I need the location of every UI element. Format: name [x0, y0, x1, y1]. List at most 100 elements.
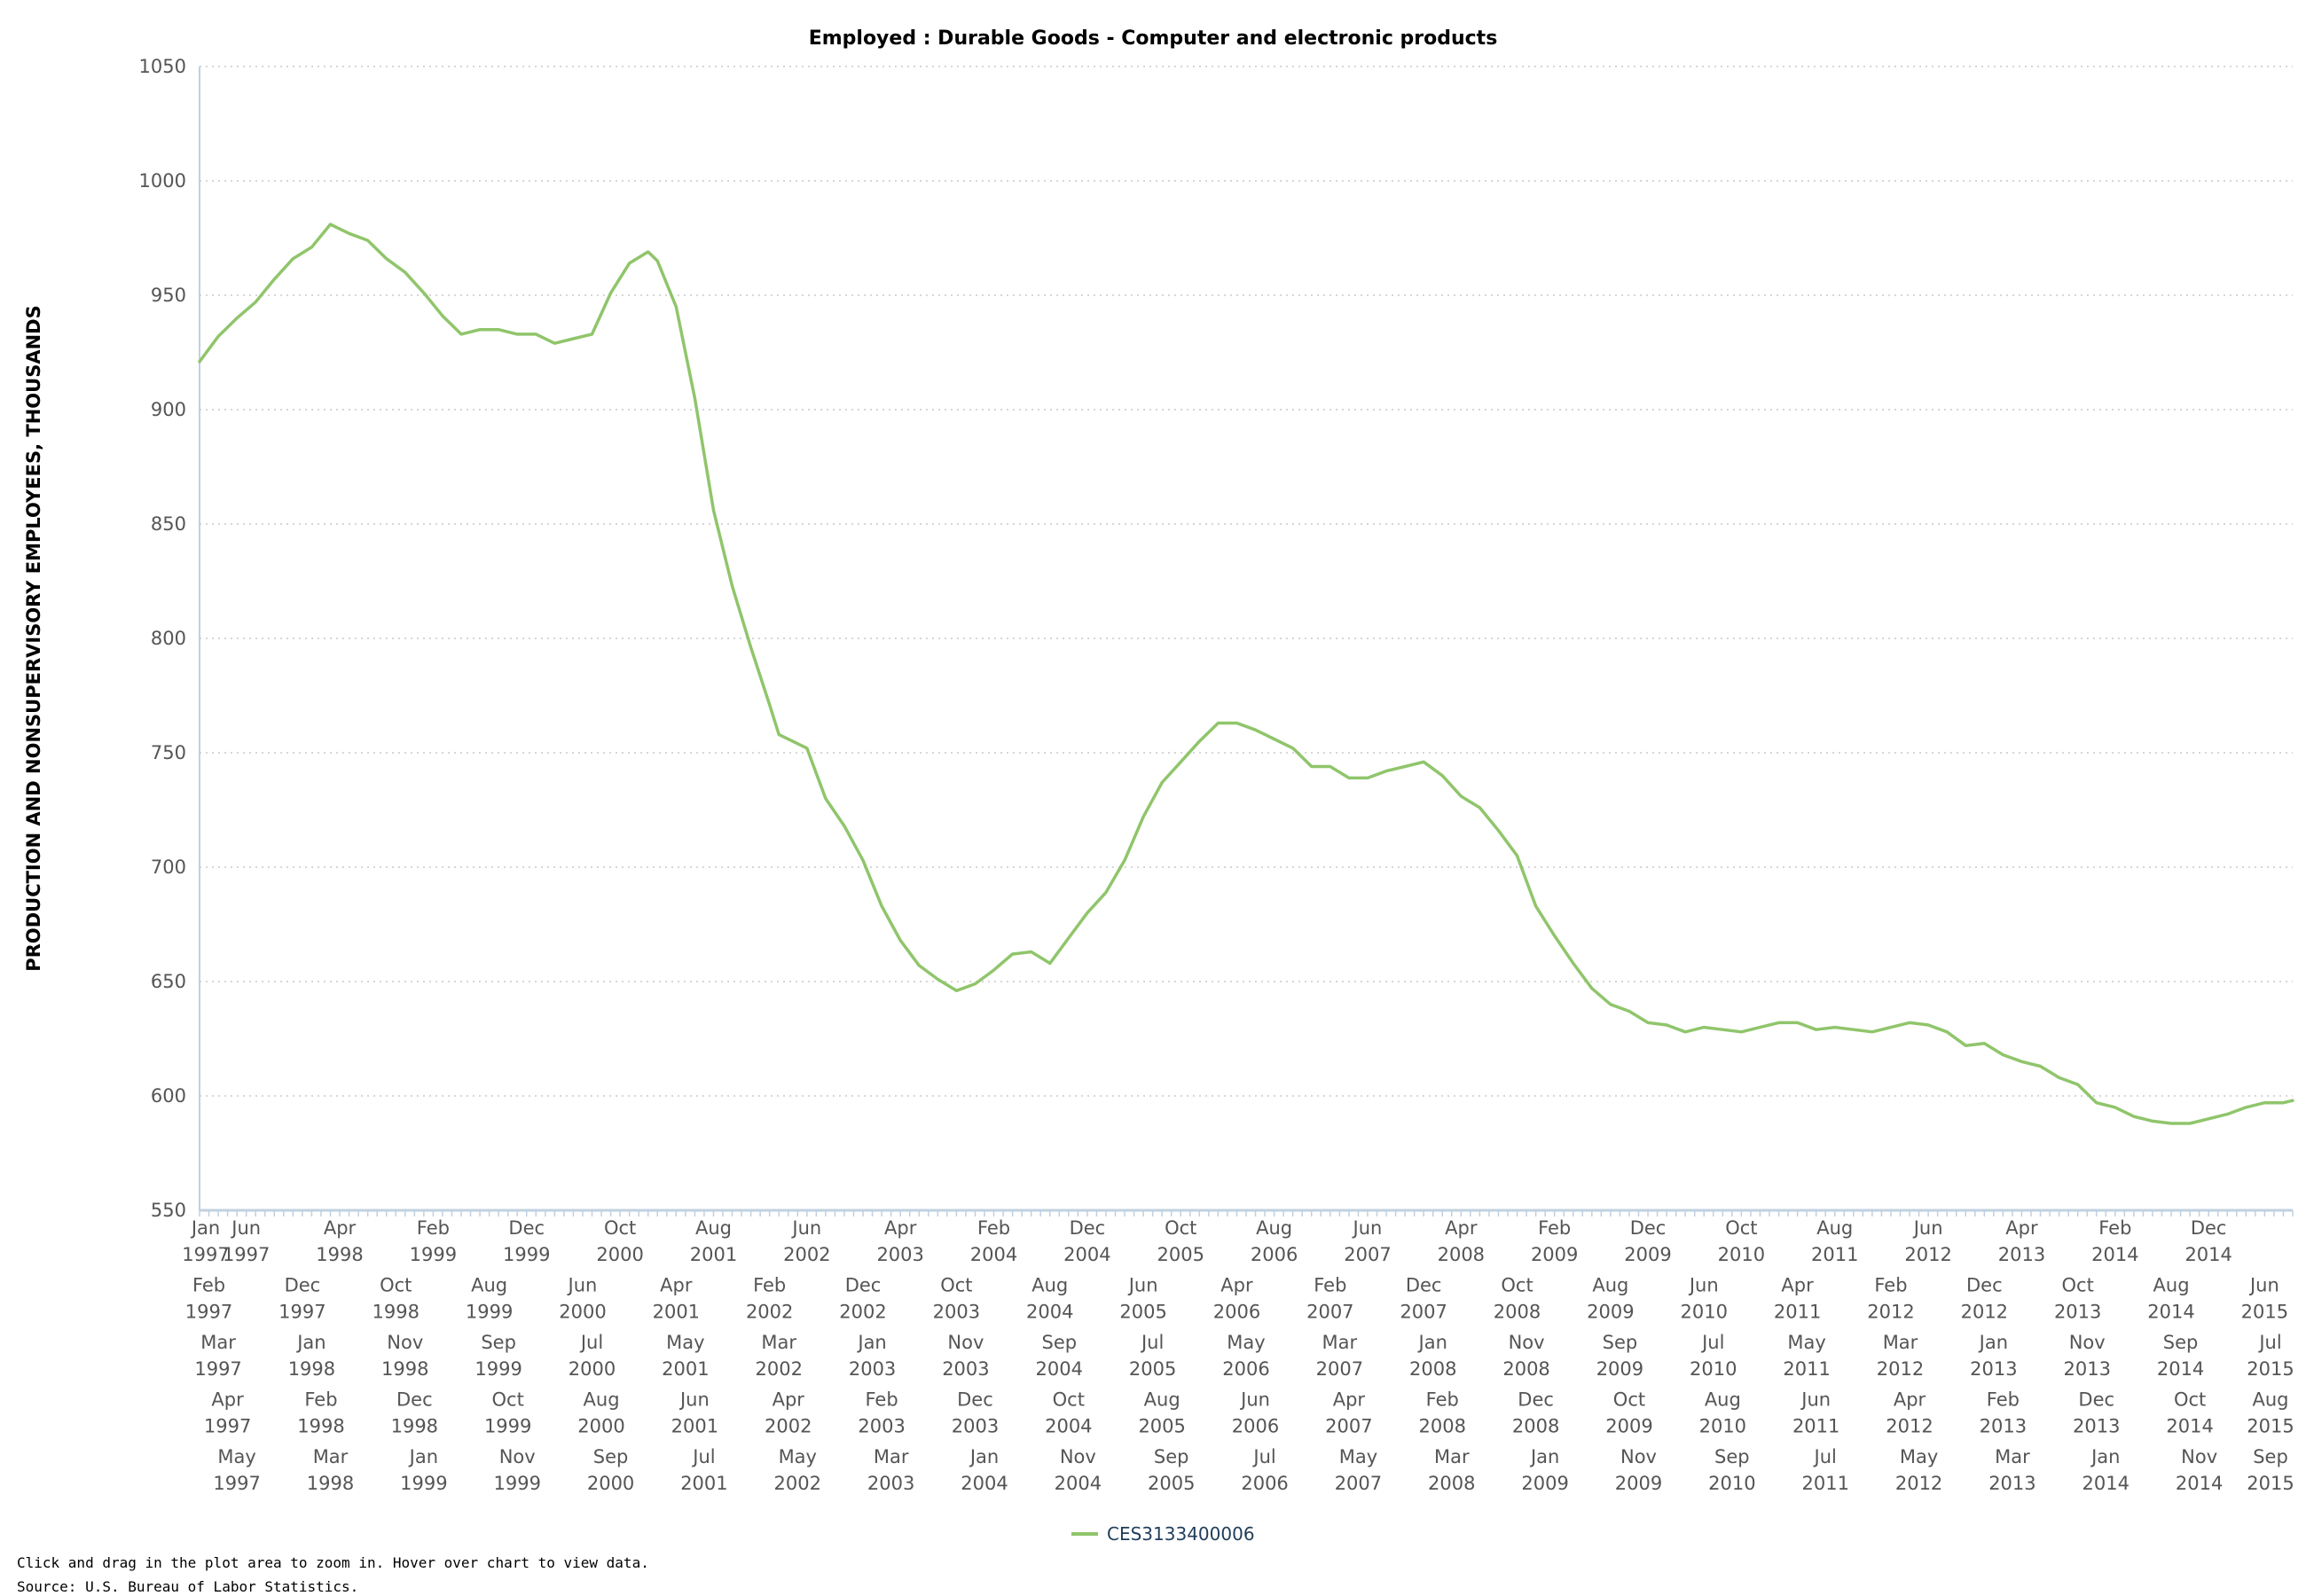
data-point[interactable]: [1605, 999, 1616, 1010]
data-point[interactable]: [1231, 717, 1242, 728]
data-point[interactable]: [2129, 1111, 2139, 1122]
data-point[interactable]: [1212, 717, 1223, 728]
data-point[interactable]: [1830, 1022, 1840, 1033]
data-point[interactable]: [1867, 1027, 1878, 1037]
data-point[interactable]: [1138, 811, 1149, 822]
data-point[interactable]: [1175, 756, 1186, 767]
data-point[interactable]: [1923, 1020, 1933, 1030]
data-point[interactable]: [689, 393, 700, 403]
data-point[interactable]: [1026, 946, 1037, 957]
data-point[interactable]: [2054, 1072, 2065, 1083]
data-point[interactable]: [624, 258, 635, 269]
data-point[interactable]: [2203, 1114, 2214, 1124]
data-point[interactable]: [643, 246, 654, 257]
data-point[interactable]: [951, 985, 961, 996]
data-point[interactable]: [2166, 1118, 2177, 1129]
data-point[interactable]: [969, 979, 980, 990]
data-point[interactable]: [512, 329, 522, 340]
data-point[interactable]: [456, 329, 467, 340]
legend[interactable]: CES3133400006: [1071, 1523, 1255, 1545]
data-point[interactable]: [530, 329, 541, 340]
data-point[interactable]: [2240, 1102, 2251, 1113]
data-point[interactable]: [1418, 756, 1429, 767]
data-point[interactable]: [1045, 958, 1055, 968]
data-point[interactable]: [1960, 1040, 1971, 1051]
data-point[interactable]: [587, 329, 598, 340]
data-point[interactable]: [1269, 734, 1280, 745]
data-point[interactable]: [914, 960, 924, 971]
data-point[interactable]: [363, 235, 373, 246]
data-point[interactable]: [2035, 1060, 2046, 1071]
data-point[interactable]: [2278, 1098, 2288, 1108]
data-point[interactable]: [1082, 908, 1093, 919]
data-point[interactable]: [2259, 1098, 2270, 1108]
data-point[interactable]: [326, 219, 336, 230]
data-point[interactable]: [727, 581, 738, 591]
data-point[interactable]: [765, 700, 775, 710]
data-point[interactable]: [876, 901, 887, 911]
data-point[interactable]: [400, 267, 411, 278]
data-point[interactable]: [773, 729, 784, 739]
data-point[interactable]: [1119, 855, 1130, 865]
data-point[interactable]: [1493, 825, 1503, 836]
data-point[interactable]: [213, 331, 224, 341]
data-point[interactable]: [2184, 1118, 2195, 1129]
data-point[interactable]: [1063, 933, 1074, 943]
data-point[interactable]: [2287, 1095, 2298, 1106]
data-point[interactable]: [1661, 1020, 1672, 1030]
data-point[interactable]: [1101, 887, 1111, 897]
data-point[interactable]: [269, 274, 279, 285]
data-point[interactable]: [1251, 724, 1261, 735]
data-point[interactable]: [1568, 958, 1579, 968]
data-point[interactable]: [671, 301, 681, 312]
data-point[interactable]: [2073, 1079, 2083, 1090]
data-point[interactable]: [306, 242, 317, 253]
data-point[interactable]: [1362, 772, 1373, 783]
data-point[interactable]: [475, 325, 485, 335]
data-point[interactable]: [1811, 1024, 1822, 1035]
data-point[interactable]: [802, 743, 812, 754]
data-point[interactable]: [932, 974, 943, 984]
data-point[interactable]: [437, 310, 448, 321]
data-point[interactable]: [1904, 1017, 1915, 1028]
data-point[interactable]: [1194, 736, 1204, 747]
data-point[interactable]: [568, 333, 578, 344]
data-point[interactable]: [1288, 743, 1298, 754]
data-point[interactable]: [1381, 766, 1392, 777]
data-point[interactable]: [1157, 778, 1167, 788]
data-point[interactable]: [493, 325, 504, 335]
data-point[interactable]: [820, 794, 831, 804]
series-line[interactable]: [198, 223, 2294, 1125]
data-point[interactable]: [989, 965, 1000, 975]
data-point[interactable]: [1344, 772, 1354, 783]
data-point[interactable]: [1774, 1017, 1784, 1028]
data-point[interactable]: [1736, 1027, 1746, 1037]
data-point[interactable]: [344, 228, 355, 239]
data-point[interactable]: [839, 821, 850, 832]
data-point[interactable]: [231, 313, 242, 324]
data-point[interactable]: [1997, 1050, 2008, 1060]
data-point[interactable]: [1474, 802, 1485, 813]
data-point[interactable]: [895, 935, 906, 946]
data-point[interactable]: [2016, 1056, 2027, 1067]
data-point[interactable]: [858, 855, 868, 865]
legend-label[interactable]: CES3133400006: [1107, 1523, 1255, 1545]
data-point[interactable]: [250, 297, 261, 308]
data-point[interactable]: [652, 255, 663, 266]
data-point[interactable]: [1698, 1022, 1709, 1033]
data-point[interactable]: [1680, 1027, 1690, 1037]
data-point[interactable]: [287, 254, 298, 264]
data-point[interactable]: [194, 356, 205, 367]
data-point[interactable]: [1886, 1022, 1896, 1033]
data-point[interactable]: [2091, 1098, 2102, 1108]
data-point[interactable]: [746, 642, 757, 653]
data-point[interactable]: [1717, 1024, 1728, 1035]
data-point[interactable]: [1643, 1017, 1653, 1028]
data-point[interactable]: [2222, 1109, 2232, 1120]
data-point[interactable]: [1587, 983, 1597, 994]
data-point[interactable]: [2147, 1115, 2158, 1126]
data-point[interactable]: [1792, 1017, 1803, 1028]
data-point[interactable]: [1848, 1024, 1859, 1035]
data-point[interactable]: [1437, 771, 1447, 781]
data-point[interactable]: [708, 505, 718, 516]
